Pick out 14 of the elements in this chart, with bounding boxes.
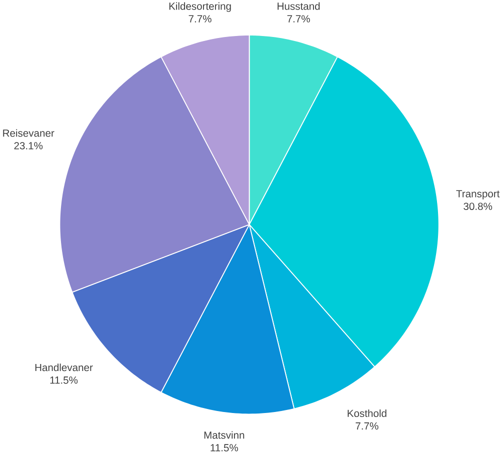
slice-label: Husstand [278,2,320,10]
slice-label: Kildesortering [169,2,231,12]
slice-label: Reisevaner [3,129,54,137]
slice-label: Transport [456,190,500,200]
data-label: 30.8% [464,202,492,210]
data-label: 7.7% [356,422,378,430]
data-label: 7.7% [287,15,310,23]
slice-label: Handlevaner [35,364,93,372]
data-label: 11.5% [50,376,78,384]
slice-label: Matsvinn [204,431,244,439]
data-label: 23.1% [14,142,43,150]
data-label: 7.7% [188,15,212,23]
data-label: 11.5% [210,444,238,452]
slice-label: Kosthold [348,410,386,418]
